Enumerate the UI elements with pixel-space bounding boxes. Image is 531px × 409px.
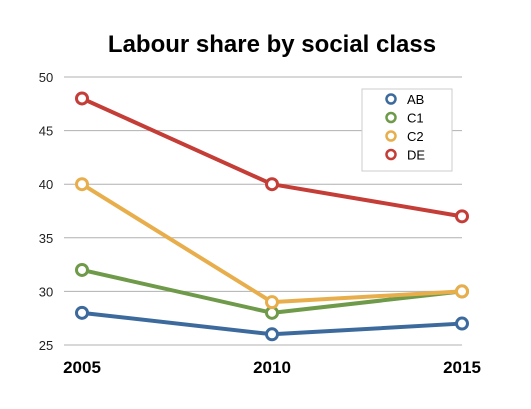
data-point	[455, 209, 469, 224]
gridlines	[64, 76, 462, 346]
x-axis-tick-labels: 2005 2010 2015	[63, 358, 481, 377]
legend-item-de: DE	[385, 148, 425, 163]
y-tick-label: 35	[39, 231, 53, 246]
data-point	[455, 284, 469, 299]
series-ab	[75, 305, 469, 342]
data-point	[75, 305, 89, 320]
legend: AB C1 C2 DE	[361, 88, 453, 172]
legend-label: AB	[407, 92, 424, 107]
y-tick-label: 25	[39, 338, 53, 353]
legend-label: DE	[407, 148, 425, 163]
data-point	[265, 295, 279, 310]
x-tick-label: 2010	[253, 358, 291, 377]
series-de	[75, 91, 469, 224]
data-point	[265, 177, 279, 192]
legend-marker	[385, 130, 397, 142]
y-tick-label: 50	[39, 70, 53, 85]
legend-item-c2: C2	[385, 129, 424, 144]
data-point	[75, 262, 89, 277]
legend-label: C2	[407, 129, 424, 144]
y-tick-label: 30	[39, 284, 53, 299]
series-lines	[75, 91, 469, 342]
legend-marker	[385, 111, 397, 124]
x-tick-label: 2005	[63, 358, 101, 377]
legend-marker	[385, 148, 397, 161]
legend-box	[361, 88, 453, 172]
y-tick-label: 45	[39, 124, 53, 139]
legend-item-ab: AB	[385, 92, 424, 107]
legend-item-c1: C1	[385, 111, 424, 126]
y-axis-tick-labels: 25 30 35 40 45 50	[39, 70, 53, 353]
data-point	[75, 177, 89, 192]
data-point	[75, 91, 89, 106]
y-tick-label: 40	[39, 177, 53, 192]
x-tick-label: 2015	[443, 358, 481, 377]
data-point	[455, 316, 469, 331]
data-point	[265, 327, 279, 342]
legend-label: C1	[407, 111, 424, 126]
series-c2	[75, 177, 469, 310]
legend-marker	[385, 93, 397, 105]
chart-title: Labour share by social class	[108, 31, 436, 58]
